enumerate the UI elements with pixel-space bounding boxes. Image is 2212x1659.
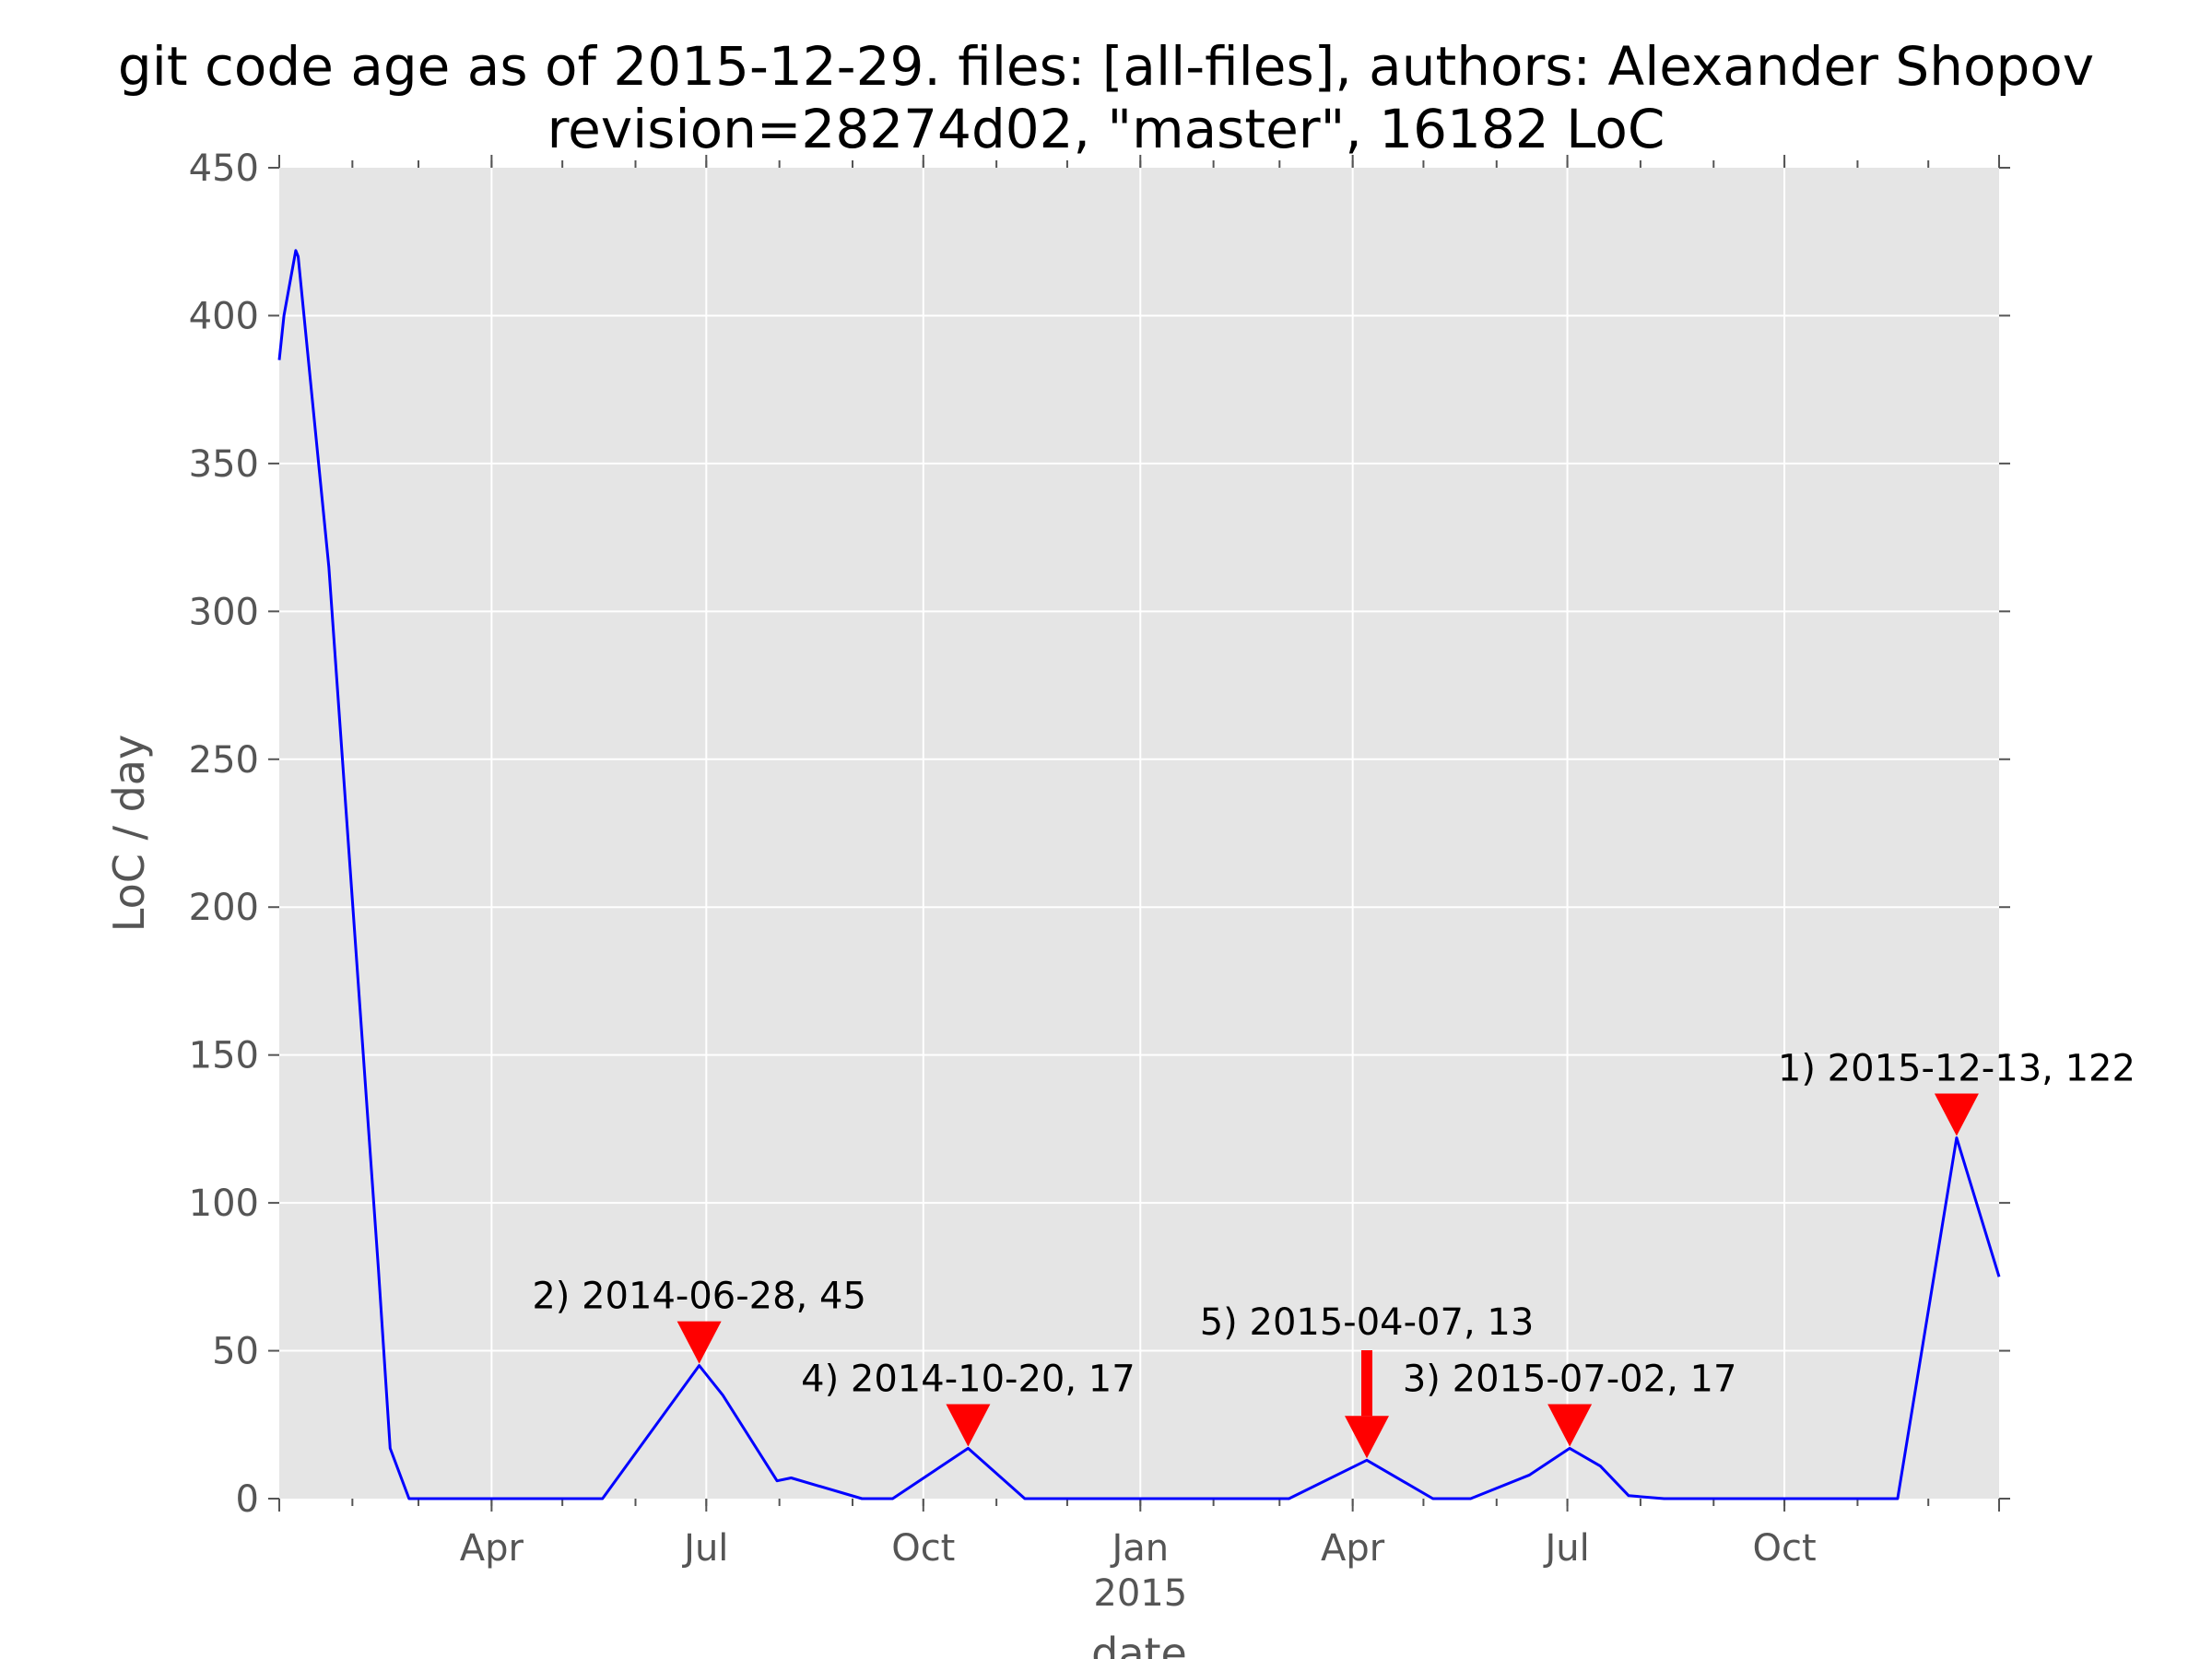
y-tick-label: 100: [189, 1182, 259, 1225]
series-group: [277, 249, 2001, 1500]
y-tick-label: 150: [189, 1035, 259, 1077]
x-tick-label: Oct: [1752, 1527, 1816, 1570]
plot-area: [279, 168, 1999, 1499]
x-tick-label: Oct: [891, 1527, 955, 1570]
y-tick-label: 250: [189, 739, 259, 782]
y-tick-label: 450: [189, 147, 259, 190]
y-tick-labels: 0 50 100 150 200 250 300 350 400 450: [189, 147, 259, 1521]
x-tick-label: Jan: [1109, 1527, 1169, 1570]
annotation-label: 3) 2015-07-02, 17: [1403, 1358, 1737, 1400]
series-line: [277, 249, 2001, 1500]
x-tick-label: Apr: [460, 1527, 524, 1570]
annotation-label: 2) 2014-06-28, 45: [532, 1276, 866, 1318]
annotation-arrow-head: [1345, 1416, 1390, 1459]
y-tick-label: 50: [212, 1331, 259, 1373]
annotation-label: 4) 2014-10-20, 17: [801, 1358, 1135, 1400]
annotation-marker: [1547, 1404, 1593, 1447]
y-tick-label: 300: [189, 591, 259, 633]
x-tick-label: Jul: [681, 1527, 728, 1570]
chart-subtitle: revision=28274d02, "master", 16182 LoC: [547, 98, 1665, 160]
x-tick-year-label: 2015: [1093, 1572, 1187, 1615]
x-tick-label: Apr: [1321, 1527, 1385, 1570]
y-tick-label: 0: [236, 1478, 259, 1521]
y-axis-label: LoC / day: [104, 735, 154, 932]
y-tick-label: 400: [189, 295, 259, 337]
y-tick-label: 200: [189, 887, 259, 929]
x-axis-label: date: [1091, 1629, 1187, 1659]
grid-lines: [279, 168, 1999, 1499]
annotation-label: 1) 2015-12-13, 122: [1778, 1048, 2136, 1090]
annotation-arrow-shaft: [1361, 1350, 1373, 1417]
y-tick-label: 350: [189, 443, 259, 486]
chart-title: git code age as of 2015-12-29. files: [a…: [118, 35, 2094, 98]
x-tick-label: Jul: [1542, 1527, 1589, 1570]
annotation-label: 5) 2015-04-07, 13: [1200, 1301, 1535, 1344]
annotation-marker: [677, 1321, 722, 1364]
annotation-marker: [1934, 1093, 1979, 1136]
annotations-group: 1) 2015-12-13, 122 2) 2014-06-28, 45 3) 20…: [532, 1048, 2136, 1459]
annotation-marker: [946, 1404, 991, 1447]
